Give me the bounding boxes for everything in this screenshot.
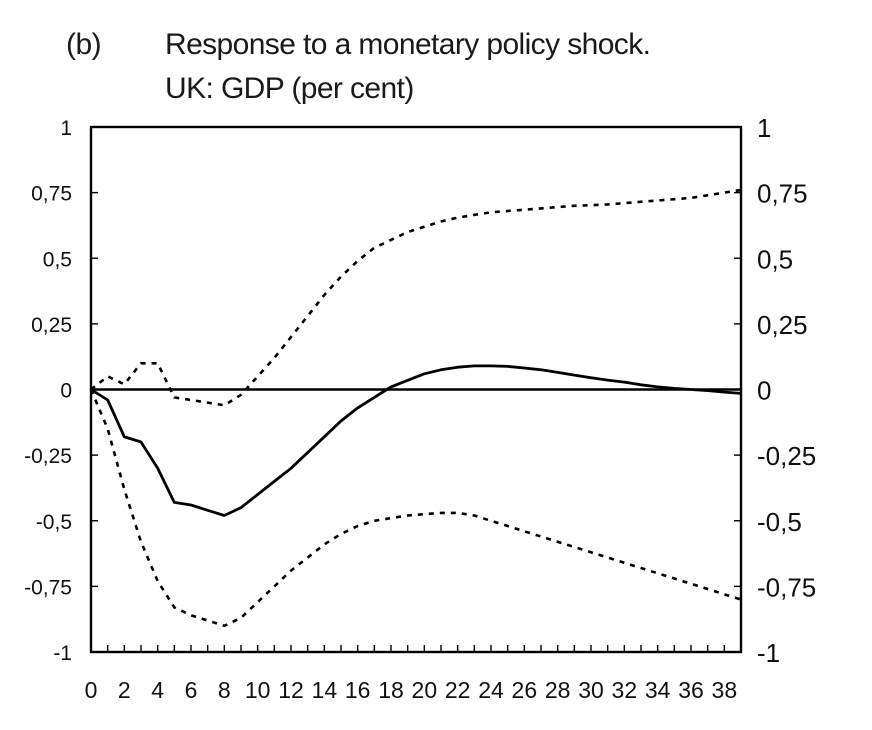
x-tick-label: 8 — [218, 677, 231, 703]
chart-title: Response to a monetary policy shock. — [165, 28, 651, 61]
y-tick-label-left: 0 — [60, 380, 72, 403]
x-tick-label: 28 — [545, 677, 571, 703]
y-tick-label-right: -0,5 — [757, 507, 802, 537]
x-tick-label: 38 — [712, 677, 738, 703]
x-tick-label: 4 — [151, 677, 164, 703]
x-tick-label: 22 — [445, 677, 471, 703]
y-tick-label-left: 1 — [60, 117, 72, 140]
series-line-response — [90, 364, 742, 517]
x-tick-label: 32 — [612, 677, 638, 703]
x-tick-label: 20 — [412, 677, 438, 703]
panel-label: (b) — [66, 28, 102, 61]
x-tick-label: 16 — [345, 677, 371, 703]
y-tick-label-left: -0,75 — [24, 576, 72, 599]
y-tick-label-left: 0,5 — [43, 248, 72, 271]
x-tick-label: 26 — [512, 677, 538, 703]
y-tick-label-left: -1 — [53, 642, 72, 665]
y-tick-label-right: 1 — [757, 113, 771, 143]
x-tick-label: 10 — [245, 677, 271, 703]
y-tick-label-left: 0,75 — [31, 183, 72, 206]
y-tick-label-right: -0,75 — [757, 572, 816, 602]
series-line-confidence-band-1 — [90, 188, 742, 407]
x-tick-label: 24 — [478, 677, 504, 703]
y-tick-label-right: 0,5 — [757, 244, 793, 274]
x-tick-label: 30 — [578, 677, 604, 703]
x-tick-label: 12 — [278, 677, 304, 703]
y-tick-label-right: 0,25 — [757, 310, 808, 340]
x-tick-label: 34 — [645, 677, 671, 703]
y-tick-label-right: -0,25 — [757, 441, 816, 471]
y-tick-label-right: 0,75 — [757, 179, 808, 209]
x-tick-label: 2 — [118, 677, 131, 703]
y-tick-label-right: 0 — [757, 376, 771, 406]
x-tick-label: 0 — [85, 677, 98, 703]
x-tick-label: 14 — [312, 677, 338, 703]
x-tick-label: 36 — [678, 677, 704, 703]
series-line-confidence-band-2 — [89, 388, 742, 628]
y-tick-label-left: -0,25 — [24, 445, 72, 468]
y-tick-label-left: -0,5 — [36, 511, 72, 534]
y-tick-label-right: -1 — [757, 638, 780, 668]
x-tick-label: 18 — [378, 677, 404, 703]
y-tick-label-left: 0,25 — [31, 314, 72, 337]
x-tick-label: 6 — [185, 677, 198, 703]
chart-subtitle: UK: GDP (per cent) — [165, 72, 414, 105]
